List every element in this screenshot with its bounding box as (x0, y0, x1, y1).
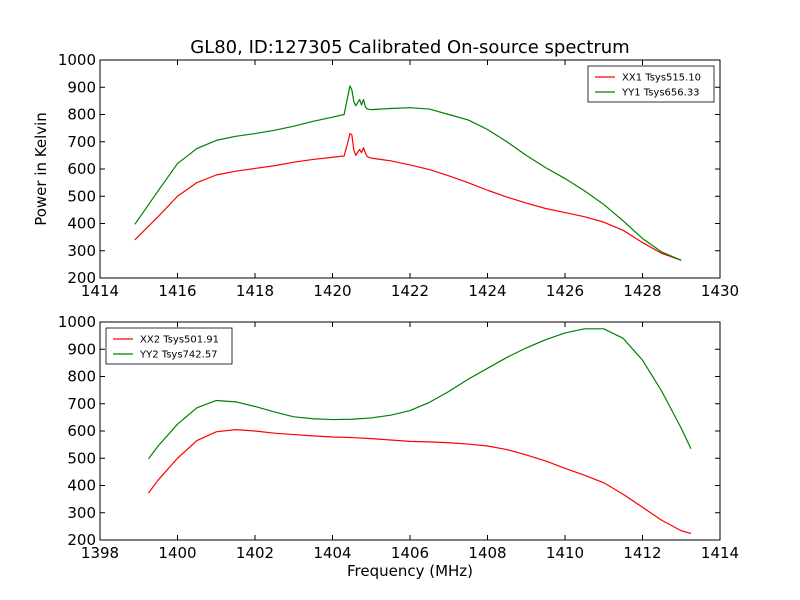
top-series-line-2 (134, 85, 682, 261)
top-x-tick-label: 1424 (468, 282, 506, 300)
top-y-tick-label: 800 (67, 106, 96, 124)
top-y-tick-label: 400 (67, 215, 96, 233)
bottom-x-tick-label: 1410 (546, 544, 584, 562)
y-axis-label: Power in Kelvin (32, 112, 50, 226)
bottom-panel: 1398 1400 1402 1404 1406 1408 1410 1412 1414 200 3… (58, 313, 739, 562)
bottom-y-tick-label: 400 (67, 477, 96, 495)
top-x-tick-label: 1420 (313, 282, 351, 300)
top-y-tick-label: 300 (67, 242, 96, 260)
top-x-tick-label: 1416 (158, 282, 196, 300)
bottom-series-line-2 (147, 328, 692, 460)
bottom-y-tick-label: 1000 (58, 313, 96, 331)
bottom-x-tick-label: 1414 (701, 544, 739, 562)
top-x-tick-label: 1430 (701, 282, 739, 300)
top-legend-label-1: XX1 Tsys515.10 (622, 73, 701, 84)
top-series-line-1 (134, 132, 682, 261)
bottom-y-tick-label: 500 (67, 449, 96, 467)
top-x-tick-label: 1418 (236, 282, 274, 300)
top-y-tick-label: 600 (67, 160, 96, 178)
bottom-y-tick-label: 600 (67, 422, 96, 440)
top-x-tick-label: 1428 (623, 282, 661, 300)
bottom-legend-box (105, 327, 233, 365)
bottom-y-tick-label: 900 (67, 340, 96, 358)
x-axis-label: Frequency (MHz) (347, 562, 473, 580)
bottom-legend-label-2: YY2 Tsys742.57 (139, 350, 218, 361)
bottom-y-tick-label: 800 (67, 368, 96, 386)
bottom-x-tick-label: 1412 (623, 544, 661, 562)
top-x-tick-label: 1422 (391, 282, 429, 300)
top-legend-label-2: YY1 Tsys656.33 (621, 88, 700, 99)
bottom-x-tick-label: 1398 (81, 544, 119, 562)
bottom-x-tick-label: 1404 (313, 544, 351, 562)
top-y-tick-label: 500 (67, 187, 96, 205)
top-panel: 1414 1416 1418 1420 1422 1424 1426 1428 1430 200 3… (58, 51, 739, 300)
top-y-tick-label: 700 (67, 133, 96, 151)
bottom-y-tick-label: 700 (67, 395, 96, 413)
bottom-x-tick-label: 1406 (391, 544, 429, 562)
bottom-legend-label-1: XX2 Tsys501.91 (140, 335, 219, 346)
bottom-y-tick-label: 300 (67, 504, 96, 522)
bottom-y-tick-label: 200 (67, 531, 96, 549)
top-x-tick-label: 1414 (81, 282, 119, 300)
bottom-x-tick-label: 1408 (468, 544, 506, 562)
bottom-x-tick-label: 1400 (158, 544, 196, 562)
top-legend: XX1 Tsys515.10 YY1 Tsys656.33 (587, 65, 715, 103)
top-legend-box (587, 65, 715, 103)
bottom-series-line-1 (147, 429, 692, 535)
figure-title: GL80, ID:127305 Calibrated On-source spe… (190, 37, 629, 58)
top-x-tick-label: 1426 (546, 282, 584, 300)
top-y-tick-label: 200 (67, 269, 96, 287)
bottom-x-tick-label: 1402 (236, 544, 274, 562)
top-y-tick-label: 900 (67, 78, 96, 96)
top-y-tick-label: 1000 (58, 51, 96, 69)
bottom-legend: XX2 Tsys501.91 YY2 Tsys742.57 (105, 327, 233, 365)
